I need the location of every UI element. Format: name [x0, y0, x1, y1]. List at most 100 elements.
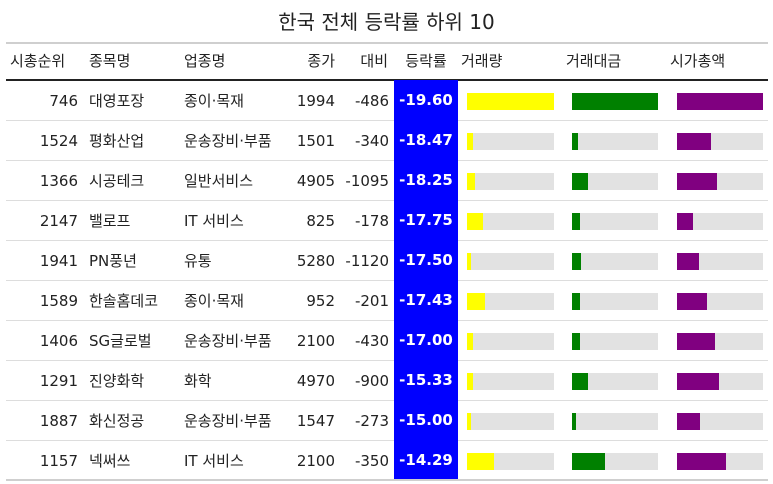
- volume-bar: [467, 173, 475, 190]
- volume-bar-track: [467, 373, 554, 390]
- row-divider: [6, 400, 768, 401]
- rate-cell: -17.50: [394, 240, 458, 281]
- trade-value-bar-track: [572, 333, 658, 350]
- name-cell: 밸로프: [89, 212, 131, 230]
- title-divider: [6, 42, 768, 44]
- trade-value-bar-track: [572, 293, 658, 310]
- header-volume: 거래량: [461, 52, 503, 70]
- row-divider: [6, 320, 768, 321]
- volume-bar: [467, 453, 494, 470]
- rate-cell: -18.25: [394, 160, 458, 201]
- volume-bar: [467, 413, 471, 430]
- market-cap-bar: [677, 93, 763, 110]
- header-close: 종가: [307, 52, 335, 70]
- market-cap-bar-track: [677, 173, 763, 190]
- close-cell: 825: [306, 212, 335, 230]
- market-cap-bar-track: [677, 133, 763, 150]
- volume-bar: [467, 93, 554, 110]
- market-cap-bar: [677, 373, 719, 390]
- trade-value-bar-track: [572, 133, 658, 150]
- change-cell: -350: [354, 452, 389, 470]
- name-cell: 진양화학: [89, 372, 145, 390]
- header-rate: 등락률: [405, 52, 447, 70]
- volume-bar: [467, 133, 473, 150]
- close-cell: 952: [306, 292, 335, 310]
- close-cell: 2100: [296, 452, 335, 470]
- market-cap-bar-track: [677, 333, 763, 350]
- trade-value-bar-track: [572, 373, 658, 390]
- trade-value-bar: [572, 173, 588, 190]
- rank-cell: 1366: [39, 172, 78, 190]
- close-cell: 5280: [296, 252, 335, 270]
- close-cell: 4970: [296, 372, 335, 390]
- volume-bar-track: [467, 253, 554, 270]
- sector-cell: 종이·목재: [184, 292, 244, 310]
- table-row: 1589 한솔홈데코 종이·목재 952 -201 -17.43: [0, 280, 773, 321]
- table-row: 1524 평화산업 운송장비·부품 1501 -340 -18.47: [0, 120, 773, 161]
- volume-bar: [467, 373, 473, 390]
- rate-cell: -17.43: [394, 280, 458, 321]
- rank-cell: 1941: [39, 252, 78, 270]
- chart-title: 한국 전체 등락률 하위 10: [278, 10, 495, 34]
- table-row: 1887 화신정공 운송장비·부품 1547 -273 -15.00: [0, 400, 773, 441]
- close-cell: 1501: [296, 132, 335, 150]
- sector-cell: 운송장비·부품: [184, 332, 272, 350]
- volume-bar: [467, 213, 483, 230]
- table-row: 1157 넥써쓰 IT 서비스 2100 -350 -14.29: [0, 440, 773, 481]
- rank-cell: 746: [49, 92, 78, 110]
- change-cell: -1120: [345, 252, 389, 270]
- rate-cell: -18.47: [394, 120, 458, 161]
- market-cap-bar: [677, 253, 699, 270]
- table-bottom-rule: [6, 479, 768, 481]
- header-trade-value: 거래대금: [566, 52, 622, 70]
- header-change: 대비: [360, 52, 388, 70]
- change-cell: -201: [354, 292, 389, 310]
- market-cap-bar: [677, 453, 726, 470]
- trade-value-bar: [572, 293, 580, 310]
- name-cell: PN풍년: [89, 252, 137, 270]
- change-cell: -900: [354, 372, 389, 390]
- name-cell: 넥써쓰: [89, 452, 131, 470]
- close-cell: 1547: [296, 412, 335, 430]
- rank-cell: 2147: [39, 212, 78, 230]
- row-divider: [6, 240, 768, 241]
- volume-bar-track: [467, 293, 554, 310]
- market-cap-bar-track: [677, 93, 763, 110]
- sector-cell: 종이·목재: [184, 92, 244, 110]
- trade-value-bar: [572, 453, 605, 470]
- market-cap-bar-track: [677, 213, 763, 230]
- volume-bar-track: [467, 93, 554, 110]
- rate-cell: -17.00: [394, 320, 458, 361]
- change-cell: -178: [354, 212, 389, 230]
- volume-bar-track: [467, 213, 554, 230]
- close-cell: 2100: [296, 332, 335, 350]
- rate-cell: -17.75: [394, 200, 458, 241]
- volume-bar-track: [467, 413, 554, 430]
- volume-bar: [467, 253, 471, 270]
- market-cap-bar: [677, 413, 700, 430]
- rate-cell: -15.00: [394, 400, 458, 441]
- rank-cell: 1291: [39, 372, 78, 390]
- row-divider: [6, 280, 768, 281]
- close-cell: 1994: [296, 92, 335, 110]
- header-divider: [6, 79, 768, 81]
- row-divider: [6, 160, 768, 161]
- sector-cell: 운송장비·부품: [184, 132, 272, 150]
- close-cell: 4905: [296, 172, 335, 190]
- rank-cell: 1589: [39, 292, 78, 310]
- table-row: 2147 밸로프 IT 서비스 825 -178 -17.75: [0, 200, 773, 241]
- row-divider: [6, 200, 768, 201]
- rank-cell: 1157: [39, 452, 78, 470]
- table-row: 1291 진양화학 화학 4970 -900 -15.33: [0, 360, 773, 401]
- header-rank: 시총순위: [10, 52, 66, 70]
- name-cell: 한솔홈데코: [89, 292, 159, 310]
- rate-cell: -19.60: [394, 80, 458, 121]
- trade-value-bar: [572, 253, 581, 270]
- table-row: 1406 SG글로벌 운송장비·부품 2100 -430 -17.00: [0, 320, 773, 361]
- rank-cell: 1524: [39, 132, 78, 150]
- trade-value-bar-track: [572, 213, 658, 230]
- header-market-cap: 시가총액: [670, 52, 726, 70]
- table-row: 1941 PN풍년 유통 5280 -1120 -17.50: [0, 240, 773, 281]
- sector-cell: 유통: [184, 252, 212, 270]
- change-cell: -273: [354, 412, 389, 430]
